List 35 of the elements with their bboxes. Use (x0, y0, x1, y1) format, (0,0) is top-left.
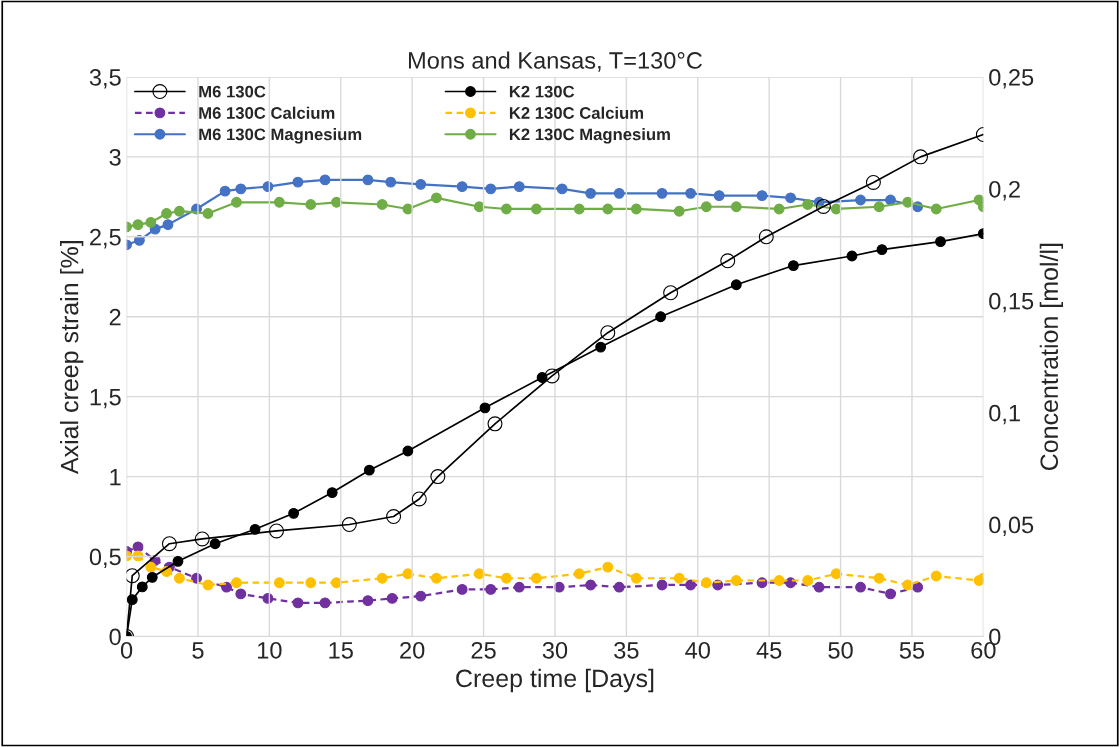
y-tick-label: 0 (109, 628, 121, 646)
y-tick-label: 3,5 (89, 69, 121, 89)
y2-tick-label: 0,05 (989, 516, 1034, 537)
y2-tick-label: 0,2 (989, 180, 1020, 201)
chart-title: Mons and Kansas, T=130°C (409, 51, 702, 72)
legend-label: M6 130C Calcium (199, 106, 335, 119)
x-tick-label: 45 (756, 642, 782, 659)
y-tick-label: 2 (109, 308, 121, 326)
y2-tick-label: 0,25 (989, 69, 1034, 89)
y-tick-label: 2,5 (90, 228, 121, 249)
x-tick-label: 0 (120, 641, 133, 659)
x-tick-label: 10 (258, 641, 282, 659)
y2-tick-label: 0,15 (989, 292, 1034, 313)
y-tick-label: 1,5 (90, 388, 121, 409)
legend-label: K2 130C Calcium (509, 106, 644, 119)
legend-label: M6 130C (199, 85, 266, 98)
x-tick-label: 20 (400, 641, 425, 659)
x-tick-label: 35 (614, 641, 639, 659)
x-tick-label: 30 (542, 641, 568, 659)
x-tick-label: 25 (471, 641, 496, 659)
y-tick-label: 3 (109, 148, 121, 166)
legend-label: K2 130C (509, 85, 575, 98)
x-tick-label: 5 (192, 642, 204, 659)
x-tick-label: 15 (329, 642, 353, 659)
y-tick-label: 0,5 (89, 548, 121, 569)
legend-label: M6 130C Magnesium (199, 128, 362, 144)
legend-label: K2 130C Magnesium (509, 128, 670, 144)
x-tick-label: 40 (685, 641, 710, 659)
x-axis-title: Creep time [Days] (456, 668, 654, 693)
y-tick-label: 1 (110, 468, 121, 486)
y2-tick-label: 0,1 (989, 404, 1020, 425)
x-tick-label: 55 (899, 642, 925, 659)
x-tick-label: 50 (828, 641, 853, 659)
y2-axis-title: Concentration [mol/l] (1039, 243, 1064, 471)
y-axis-title: Axial creep strain [%] (60, 241, 84, 475)
